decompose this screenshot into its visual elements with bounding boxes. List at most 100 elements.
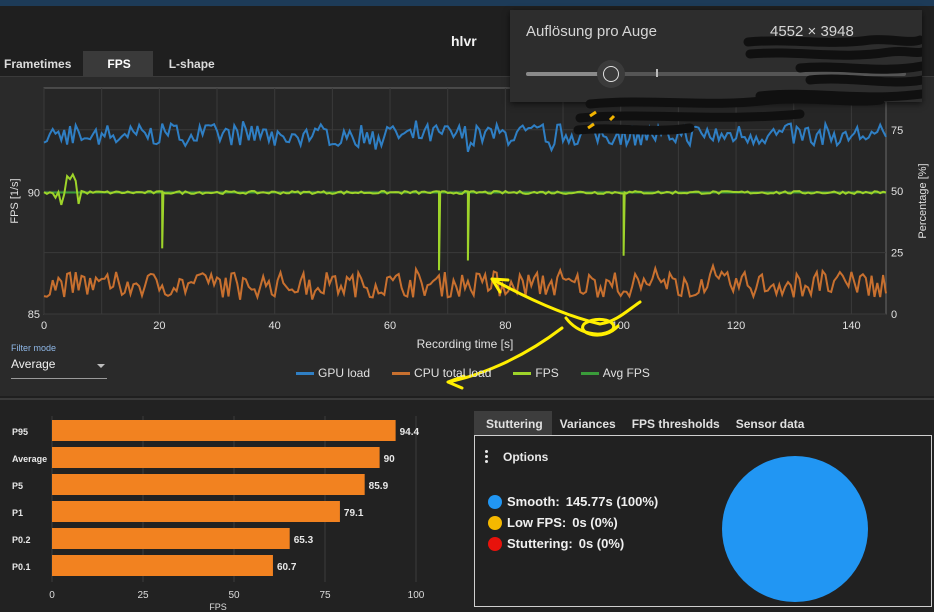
tab-frametimes[interactable]: Frametimes bbox=[4, 57, 72, 71]
tab-l-shape[interactable]: L-shape bbox=[168, 57, 215, 71]
bar bbox=[52, 420, 396, 441]
resolution-value: 4552 × 3948 bbox=[770, 23, 854, 40]
status-dot-icon bbox=[488, 494, 502, 509]
tab-sensor-data[interactable]: Sensor data bbox=[735, 417, 805, 431]
legend-swatch-gpu bbox=[296, 371, 314, 375]
stat-row-stuttering: Stuttering: 0s (0%) bbox=[488, 536, 624, 551]
resolution-slider-thumb[interactable] bbox=[597, 60, 625, 88]
legend-cpu-load[interactable]: CPU total load bbox=[392, 366, 491, 380]
resolution-slider-fill bbox=[526, 72, 621, 76]
chart-type-tabs: Frametimes FPS L-shape bbox=[0, 51, 227, 76]
series-gpu-load bbox=[43, 120, 887, 153]
chevron-down-icon bbox=[97, 364, 105, 368]
legend-fps[interactable]: FPS bbox=[513, 366, 559, 380]
resolution-slider-tick bbox=[656, 69, 658, 77]
y-axis-label: FPS [1/s] bbox=[9, 178, 21, 223]
percentile-bar-chart: 0 25 50 75 100 P95 94.4 Average 90 P5 85.9 P1 79.1 P0… bbox=[12, 416, 425, 612]
bar-value-label: 85.9 bbox=[369, 481, 389, 492]
redaction-scribble-lower bbox=[573, 94, 885, 135]
x-tick-label: 0 bbox=[41, 320, 47, 332]
stat-row-smooth: Smooth: 145.77s (100%) bbox=[488, 494, 658, 509]
bar bbox=[52, 474, 365, 495]
resolution-slider-track[interactable] bbox=[526, 72, 906, 76]
y-tick-label: 90 bbox=[28, 187, 40, 199]
bar-value-label: 79.1 bbox=[344, 508, 364, 519]
legend-avg-fps[interactable]: Avg FPS bbox=[580, 366, 650, 380]
bar bbox=[52, 528, 290, 549]
stat-value: 0s (0%) bbox=[578, 536, 625, 551]
x-tick-label: 20 bbox=[153, 320, 165, 332]
x-tick-label: 140 bbox=[842, 320, 860, 332]
bar-category-label: P0.2 bbox=[12, 535, 31, 545]
chart-legend: GPU load CPU total load FPS Avg FPS bbox=[296, 366, 672, 380]
legend-swatch-fps bbox=[513, 371, 532, 375]
app-title: hlvr bbox=[451, 33, 477, 49]
stat-name: Stuttering: bbox=[507, 536, 573, 551]
bar-x-tick-label: 25 bbox=[137, 590, 149, 601]
x-tick-label: 120 bbox=[727, 320, 745, 332]
y-right-tick-label: 75 bbox=[891, 125, 903, 137]
stat-row-low-fps: Low FPS: 0s (0%) bbox=[488, 515, 618, 530]
series-fps bbox=[43, 172, 887, 271]
resolution-popup: Auflösung pro Auge 4552 × 3948 bbox=[510, 10, 922, 102]
legend-label: Avg FPS bbox=[602, 366, 650, 380]
x-tick-label: 80 bbox=[499, 320, 511, 332]
options-menu[interactable]: Options bbox=[485, 448, 548, 465]
y-right-tick-label: 0 bbox=[891, 309, 897, 321]
status-dot-icon bbox=[488, 515, 502, 530]
stat-value: 0s (0%) bbox=[572, 515, 618, 530]
legend-label: CPU total load bbox=[414, 366, 492, 380]
y-tick-label: 85 bbox=[28, 309, 40, 321]
bar-value-label: 90 bbox=[384, 454, 396, 465]
x-axis-label: Recording time [s] bbox=[417, 337, 514, 351]
tab-variances[interactable]: Variances bbox=[559, 417, 616, 431]
filter-mode-value: Average bbox=[11, 357, 56, 371]
x-tick-label: 40 bbox=[269, 320, 281, 332]
legend-label: FPS bbox=[535, 366, 559, 380]
bar bbox=[52, 447, 380, 468]
legend-swatch-cpu bbox=[392, 371, 411, 375]
bar-x-tick-label: 50 bbox=[228, 590, 240, 601]
filter-mode-label: Filter mode bbox=[11, 343, 57, 353]
annotation-scribble bbox=[446, 277, 642, 390]
y-right-tick-label: 50 bbox=[891, 186, 903, 198]
bar-value-label: 65.3 bbox=[294, 535, 314, 546]
bar-category-label: P95 bbox=[12, 427, 28, 437]
legend-label: GPU load bbox=[318, 366, 371, 380]
tab-fps-thresholds[interactable]: FPS thresholds bbox=[631, 417, 720, 431]
bar-category-label: Average bbox=[12, 454, 47, 464]
bar-value-label: 60.7 bbox=[277, 562, 297, 573]
series-cpu-total-load bbox=[43, 262, 887, 301]
y-right-tick-label: 25 bbox=[891, 248, 903, 260]
stat-name: Low FPS: bbox=[507, 515, 567, 530]
bar-x-tick-label: 75 bbox=[319, 590, 331, 601]
y-axis-right-label: Percentage [%] bbox=[917, 163, 929, 238]
status-dot-icon bbox=[488, 536, 502, 551]
tab-fps[interactable]: FPS bbox=[83, 51, 153, 76]
bar-x-tick-label: 100 bbox=[408, 590, 425, 601]
stats-tabs: Stuttering Variances FPS thresholds Sens… bbox=[474, 411, 812, 435]
bar-x-axis-label: FPS bbox=[209, 602, 227, 612]
options-label: Options bbox=[503, 449, 549, 464]
resolution-label: Auflösung pro Auge bbox=[526, 23, 657, 40]
x-tick-label: 60 bbox=[384, 320, 396, 332]
legend-gpu-load[interactable]: GPU load bbox=[296, 366, 370, 380]
top-accent-bar bbox=[0, 0, 934, 6]
legend-swatch-avg bbox=[580, 371, 599, 375]
pie-slice bbox=[722, 456, 868, 602]
stat-name: Smooth: bbox=[507, 494, 560, 509]
stuttering-panel: Options Smooth: 145.77s (100%) Low FPS: … bbox=[474, 435, 932, 607]
stat-value: 145.77s (100%) bbox=[565, 494, 659, 509]
stuttering-pie-chart bbox=[722, 456, 868, 602]
bar-value-label: 94.4 bbox=[400, 427, 420, 438]
bar-category-label: P1 bbox=[12, 508, 23, 518]
bar-category-label: P5 bbox=[12, 481, 23, 491]
tab-stuttering[interactable]: Stuttering bbox=[474, 411, 552, 435]
redaction-scribble bbox=[743, 35, 922, 102]
bar bbox=[52, 555, 273, 576]
filter-mode-select[interactable]: Average bbox=[11, 357, 107, 379]
bar-category-label: P0.1 bbox=[12, 562, 31, 572]
bar-x-tick-label: 0 bbox=[49, 590, 55, 601]
more-vertical-icon bbox=[485, 448, 489, 465]
